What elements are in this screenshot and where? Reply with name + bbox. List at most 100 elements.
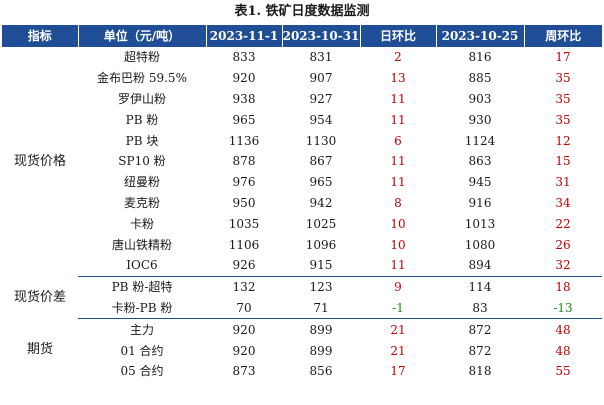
item-name-cell: 超特粉 xyxy=(123,50,160,65)
header-daily-change: 日环比 xyxy=(359,25,436,47)
value-cell: 894 xyxy=(436,254,524,277)
item-name-cell: 纽曼粉 xyxy=(123,175,160,190)
value-cell: 816 xyxy=(468,50,492,65)
value-cell: 114 xyxy=(468,280,492,295)
weekly-change-cell: 55 xyxy=(555,364,571,379)
value-cell: 885 xyxy=(468,71,492,86)
item-name-cell: 卡粉-PB 粉 xyxy=(78,297,206,320)
table-title: 表1. 铁矿日度数据监测 xyxy=(234,4,370,19)
daily-change-cell: 6 xyxy=(394,133,402,148)
weekly-change-cell: 17 xyxy=(555,50,571,65)
value-cell: 1035 xyxy=(228,216,260,231)
value-cell: 920 xyxy=(232,322,256,337)
value-cell: 872 xyxy=(468,322,492,337)
value-cell: 1025 xyxy=(305,216,337,231)
value-cell: 1013 xyxy=(464,216,496,231)
value-cell: 818 xyxy=(468,364,492,379)
value-cell: 867 xyxy=(309,154,333,169)
value-cell: 1136 xyxy=(228,133,260,148)
value-cell: 899 xyxy=(309,322,333,337)
value-cell: 71 xyxy=(282,297,360,320)
daily-change-cell: 11 xyxy=(390,112,406,127)
value-cell: 833 xyxy=(232,50,256,65)
daily-change-cell: 11 xyxy=(360,254,436,277)
value-cell: 872 xyxy=(468,343,492,358)
value-cell: 899 xyxy=(309,343,333,358)
daily-change-cell: 2 xyxy=(394,50,402,65)
table-row: 现货价格 超特粉 833 831 2 816 17 xyxy=(2,47,602,168)
value-cell: 907 xyxy=(309,71,333,86)
item-name-cell: 01 合约 xyxy=(120,343,164,358)
value-cell: 916 xyxy=(468,195,492,210)
daily-change-cell: 9 xyxy=(394,280,402,295)
daily-change-cell: -1 xyxy=(360,297,436,320)
value-cell: 965 xyxy=(232,112,256,127)
value-cell: 70 xyxy=(206,297,282,320)
daily-change-cell: 13 xyxy=(390,71,406,86)
weekly-change-cell: 31 xyxy=(555,175,571,190)
weekly-change-cell: 26 xyxy=(555,237,571,252)
value-cell: 1130 xyxy=(305,133,337,148)
item-name-cell: IOC6 xyxy=(78,254,206,277)
value-cell: 920 xyxy=(232,343,256,358)
table-row: 现货价差 PB 粉-超特 132 123 9 114 18 xyxy=(2,276,602,304)
value-cell: 930 xyxy=(468,112,492,127)
value-cell: 83 xyxy=(436,297,524,320)
item-name-cell: 卡粉 xyxy=(129,216,154,231)
value-cell: 132 xyxy=(232,280,256,295)
value-cell: 965 xyxy=(309,175,333,190)
value-cell: 954 xyxy=(309,112,333,127)
value-cell: 831 xyxy=(309,50,333,65)
weekly-change-cell: 48 xyxy=(555,322,571,337)
item-name-cell: 罗伊山粉 xyxy=(117,91,166,106)
table-row: 05 合约 873 856 17 818 55 xyxy=(2,361,602,382)
value-cell: 942 xyxy=(309,195,333,210)
value-cell: 123 xyxy=(309,280,333,295)
header-date-2: 2023-10-31 xyxy=(281,25,360,47)
weekly-change-cell: -13 xyxy=(524,297,602,320)
value-cell: 915 xyxy=(282,254,360,277)
value-cell: 927 xyxy=(309,91,333,106)
iron-ore-daily-table: 指标 单位（元/吨） 2023-11-1 2023-10-31 日环比 2023… xyxy=(2,25,602,382)
weekly-change-cell: 18 xyxy=(555,280,571,295)
weekly-change-cell: 35 xyxy=(555,112,571,127)
table-row: 麦克粉 950 942 8 916 34 xyxy=(2,193,602,214)
table-row: PB 块 1136 1130 6 1124 12 xyxy=(2,130,602,151)
item-name-cell: 05 合约 xyxy=(120,364,164,379)
daily-change-cell: 10 xyxy=(390,216,406,231)
table-row: 唐山铁精粉 1106 1096 10 1080 26 xyxy=(2,234,602,255)
header-unit: 单位（元/吨） xyxy=(77,25,206,47)
table-row: IOC6 926 915 11 894 32 xyxy=(2,254,602,277)
item-name-cell: 金布巴粉 59.5% xyxy=(97,71,187,86)
value-cell: 863 xyxy=(468,154,492,169)
table-row: 纽曼粉 976 965 11 945 31 xyxy=(2,172,602,193)
weekly-change-cell: 34 xyxy=(555,195,571,210)
value-cell: 1106 xyxy=(228,237,260,252)
daily-change-cell: 10 xyxy=(390,237,406,252)
value-cell: 1124 xyxy=(464,133,496,148)
table-row: 期货 主力 920 899 21 872 48 xyxy=(2,319,602,358)
value-cell: 926 xyxy=(206,254,282,277)
item-name-cell: 麦克粉 xyxy=(123,195,160,210)
weekly-change-cell: 12 xyxy=(555,133,571,148)
table-row: 罗伊山粉 938 927 11 903 35 xyxy=(2,89,602,110)
table-row: 卡粉 1035 1025 10 1013 22 xyxy=(2,213,602,234)
value-cell: 938 xyxy=(232,91,256,106)
header-indicator: 指标 xyxy=(2,25,78,47)
daily-change-cell: 11 xyxy=(390,154,406,169)
weekly-change-cell: 48 xyxy=(555,343,571,358)
daily-change-cell: 11 xyxy=(390,91,406,106)
category-cell: 期货 xyxy=(26,342,53,358)
value-cell: 976 xyxy=(232,175,256,190)
value-cell: 1080 xyxy=(464,237,496,252)
weekly-change-cell: 35 xyxy=(555,91,571,106)
daily-change-cell: 11 xyxy=(390,175,406,190)
table-row: 金布巴粉 59.5% 920 907 13 885 35 xyxy=(2,68,602,89)
item-name-cell: SP10 粉 xyxy=(118,154,166,169)
item-name-cell: 唐山铁精粉 xyxy=(111,237,172,252)
item-name-cell: 主力 xyxy=(129,322,154,337)
value-cell: 920 xyxy=(232,71,256,86)
weekly-change-cell: 35 xyxy=(555,71,571,86)
table-row: SP10 粉 878 867 11 863 15 xyxy=(2,151,602,172)
table-row: 01 合约 920 899 21 872 48 xyxy=(2,340,602,361)
